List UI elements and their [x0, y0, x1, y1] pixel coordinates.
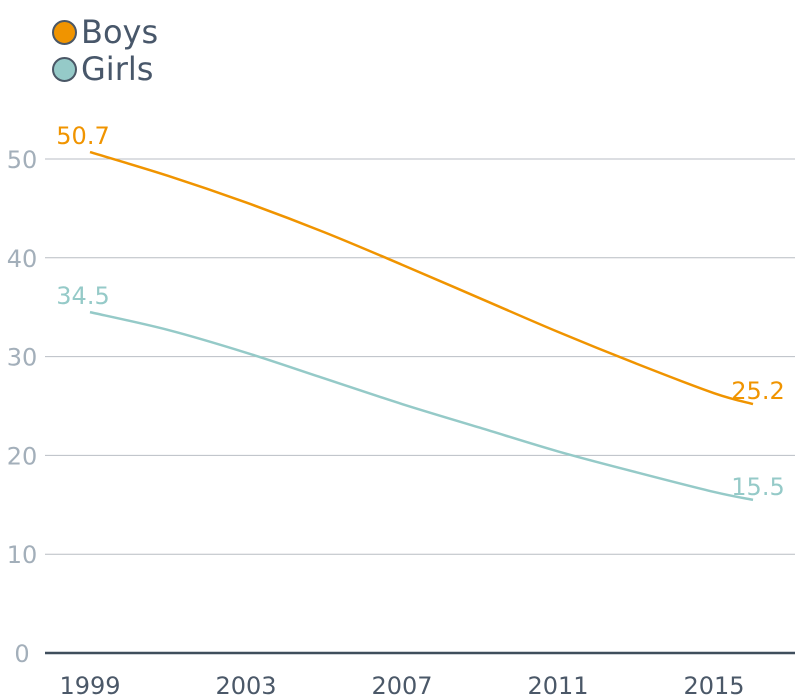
series-line-girls — [89, 310, 754, 502]
legend-label-boys: Boys — [81, 13, 159, 51]
data-label-boys-end: 25.2 — [731, 377, 784, 405]
y-tick-label-10: 10 — [7, 541, 38, 569]
x-tick-label-2011: 2011 — [527, 672, 588, 700]
y-tick-label-0: 0 — [14, 640, 29, 668]
legend-item-boys[interactable]: Boys — [52, 14, 158, 51]
y-tick-label-50: 50 — [7, 146, 38, 174]
data-label-girls-start: 34.5 — [56, 282, 109, 310]
legend-label-girls: Girls — [81, 50, 154, 88]
series-line-boys — [89, 150, 754, 406]
x-tick-label-2007: 2007 — [371, 672, 432, 700]
x-tick-label-1999: 1999 — [59, 672, 120, 700]
y-tick-label-30: 30 — [7, 344, 38, 372]
legend-item-girls[interactable]: Girls — [52, 51, 158, 88]
x-tick-label-2015: 2015 — [683, 672, 744, 700]
legend-swatch-girls — [52, 57, 77, 82]
y-tick-label-20: 20 — [7, 442, 38, 470]
legend-swatch-boys — [52, 20, 77, 45]
data-label-girls-end: 15.5 — [731, 473, 784, 501]
legend: Boys Girls — [52, 14, 158, 88]
y-tick-label-40: 40 — [7, 245, 38, 273]
x-tick-label-2003: 2003 — [215, 672, 276, 700]
data-label-boys-start: 50.7 — [56, 122, 109, 150]
